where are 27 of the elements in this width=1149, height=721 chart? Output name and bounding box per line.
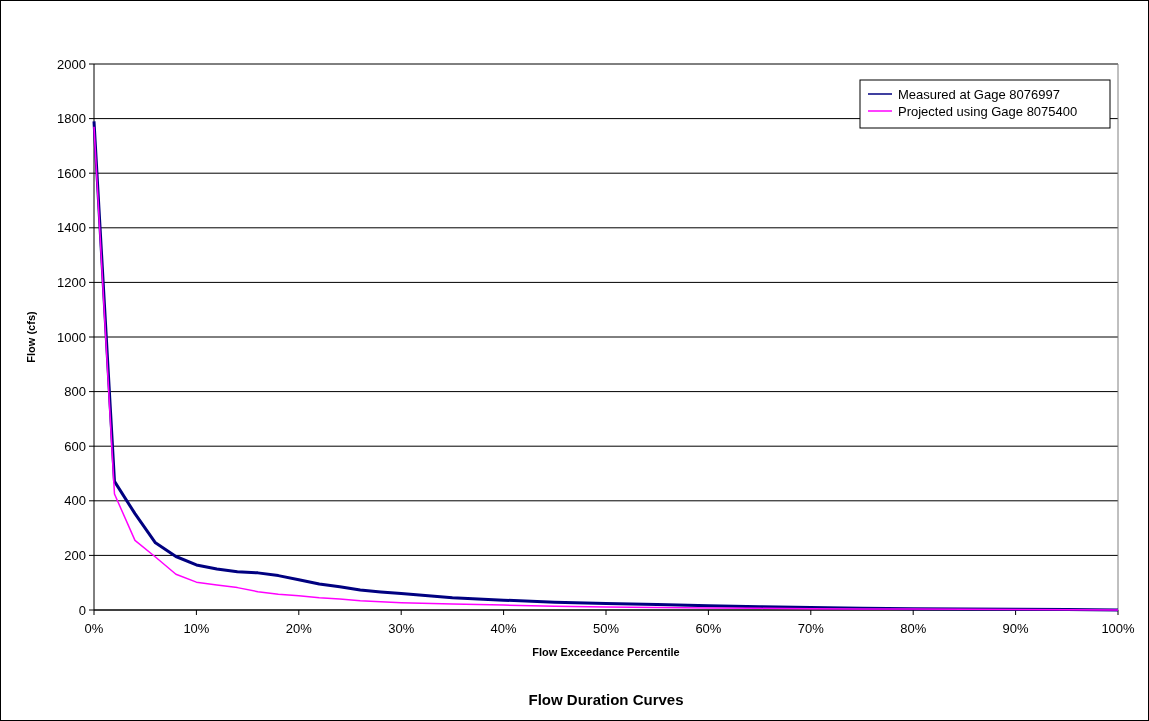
x-tick-label: 60%: [695, 621, 722, 636]
x-tick-label: 80%: [900, 621, 927, 636]
y-tick-label: 600: [64, 438, 86, 454]
y-axis-title: Flow (cfs): [25, 311, 37, 363]
x-tick-label: 100%: [1101, 621, 1136, 636]
y-tick-label: 1600: [57, 165, 86, 181]
y-tick-label: 0: [78, 602, 86, 618]
y-tick-label: 400: [64, 493, 86, 509]
x-tick-label: 10%: [183, 621, 210, 636]
x-tick-label: 70%: [797, 621, 825, 636]
y-tick-label: 1000: [57, 329, 86, 345]
y-tick-label: 1200: [57, 274, 86, 290]
y-tick-label: 1400: [57, 220, 86, 236]
y-tick-label: 2000: [57, 56, 86, 72]
x-tick-label: 30%: [388, 621, 415, 636]
x-tick-label: 50%: [592, 621, 620, 636]
legend-label: Projected using Gage 8075400: [898, 103, 1078, 119]
x-tick-label: 40%: [490, 621, 518, 636]
y-tick-label: 800: [64, 384, 86, 400]
text: Flow Duration Curves: [528, 691, 684, 708]
y-tick-label: 200: [64, 547, 86, 563]
x-tick-label: 90%: [1002, 621, 1030, 636]
x-tick-label: 0%: [84, 621, 104, 636]
x-tick-label: 20%: [285, 621, 313, 636]
x-axis-title: Flow Exceedance Percentile: [532, 646, 680, 658]
y-tick-label: 1800: [57, 111, 86, 127]
legend-label: Measured at Gage 8076997: [898, 86, 1060, 102]
